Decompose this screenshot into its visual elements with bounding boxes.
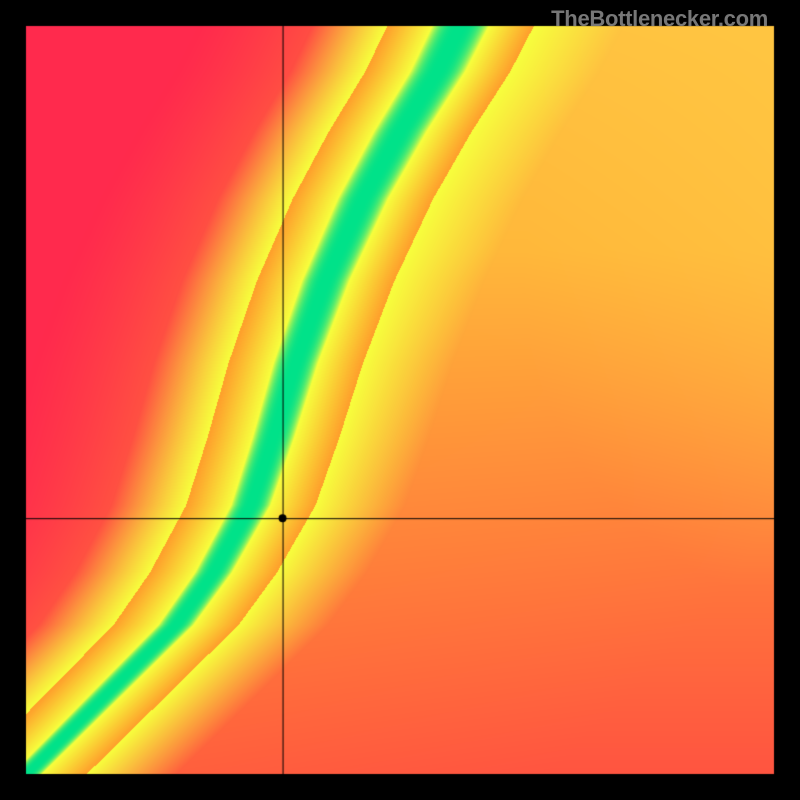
bottleneck-heatmap (0, 0, 800, 800)
chart-container: TheBottlenecker.com (0, 0, 800, 800)
watermark-label: TheBottlenecker.com (551, 6, 768, 32)
